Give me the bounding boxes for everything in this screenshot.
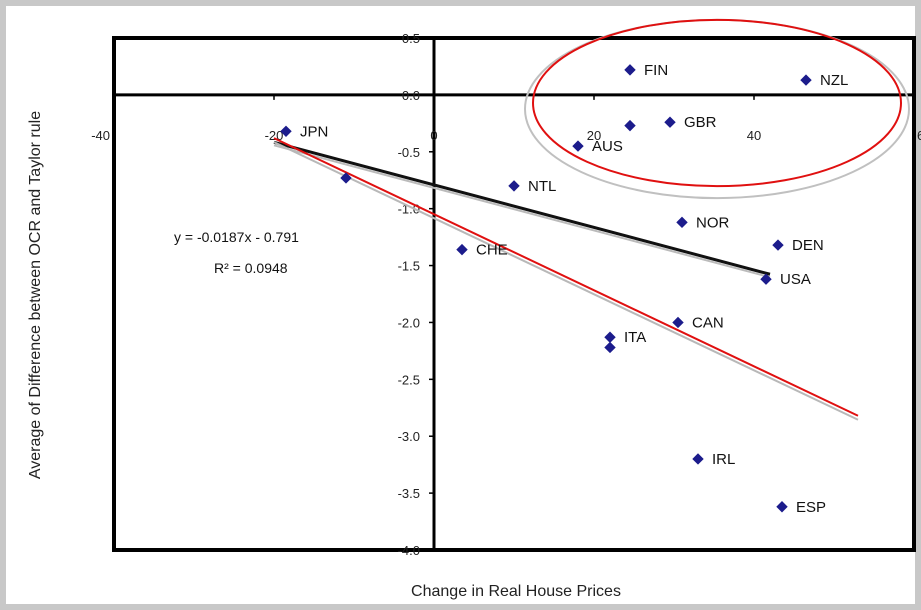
point-label: USA — [780, 271, 811, 288]
data-point — [624, 64, 636, 76]
point-label: NZL — [820, 72, 848, 89]
y-tick-label: -3.5 — [398, 486, 420, 501]
data-point — [776, 501, 788, 513]
trendline-equation: y = -0.0187x - 0.791 — [174, 229, 299, 245]
y-tick-label: -2.5 — [398, 372, 420, 387]
data-point — [456, 243, 468, 256]
y-axis-label: Average of Difference between OCR and Ta… — [27, 111, 44, 479]
data-point — [280, 125, 292, 138]
data-point — [664, 116, 676, 128]
data-point — [572, 140, 584, 152]
point-label: AUS — [592, 138, 623, 155]
data-point — [676, 216, 688, 229]
data-point — [772, 239, 784, 251]
y-tick-label: -0.5 — [398, 145, 420, 160]
x-tick-label: -20 — [265, 128, 284, 143]
point-label: ITA — [624, 329, 646, 346]
overlay-layer — [524, 18, 910, 200]
data-point — [340, 172, 352, 184]
data-point — [800, 74, 812, 86]
y-tick-label: -1.5 — [398, 259, 420, 274]
x-tick-label: 40 — [747, 128, 761, 143]
x-tick-label: 20 — [587, 128, 601, 143]
data-point — [672, 316, 684, 329]
point-label: CAN — [692, 314, 724, 331]
highlight-red-ellipse — [532, 18, 902, 188]
point-label: NOR — [696, 214, 730, 231]
point-label: GBR — [684, 114, 717, 131]
y-tick-label: -2.0 — [398, 315, 420, 330]
plot-area — [112, 36, 916, 552]
trendline-shadow — [273, 144, 771, 279]
x-tick-label: -40 — [91, 128, 110, 143]
annotation-red-line — [273, 137, 859, 417]
x-tick-label: 60 — [917, 128, 921, 143]
y-tick-label: -3.0 — [398, 429, 420, 444]
x-axis-label: Change in Real House Prices — [411, 583, 621, 600]
y-tick-label: 0.5 — [402, 31, 420, 46]
axes-layer — [114, 38, 914, 550]
lines-layer — [273, 137, 859, 421]
trendline — [273, 140, 771, 276]
data-point — [624, 119, 636, 132]
data-point — [760, 273, 772, 285]
data-point — [604, 341, 616, 354]
point-label: CHE — [476, 242, 508, 259]
annotation-line-shadow — [273, 141, 859, 421]
points-layer — [280, 64, 812, 513]
point-labels-layer: FIN NZL GBR AUS JPN NTL NOR DEN USA CHE CAN ITA IRL E… — [300, 62, 848, 516]
point-label: DEN — [792, 237, 824, 254]
data-point — [692, 453, 704, 465]
x-tick-label: 0 — [430, 128, 437, 143]
point-label: FIN — [644, 62, 668, 79]
y-tick-label: 0.0 — [402, 88, 420, 103]
point-label: IRL — [712, 451, 735, 468]
point-label: ESP — [796, 499, 826, 516]
y-tick-labels: 0.50.0-0.5-1.0-1.5-2.0-2.5-3.0-3.5-4.0 — [398, 31, 434, 558]
trendline-r-squared: R² = 0.0948 — [214, 260, 288, 276]
data-point — [508, 180, 520, 192]
point-label: JPN — [300, 123, 328, 140]
y-tick-label: -4.0 — [398, 543, 420, 558]
x-tick-labels: -40 -20 0 20 40 60 — [91, 94, 921, 143]
point-label: NTL — [528, 178, 556, 195]
